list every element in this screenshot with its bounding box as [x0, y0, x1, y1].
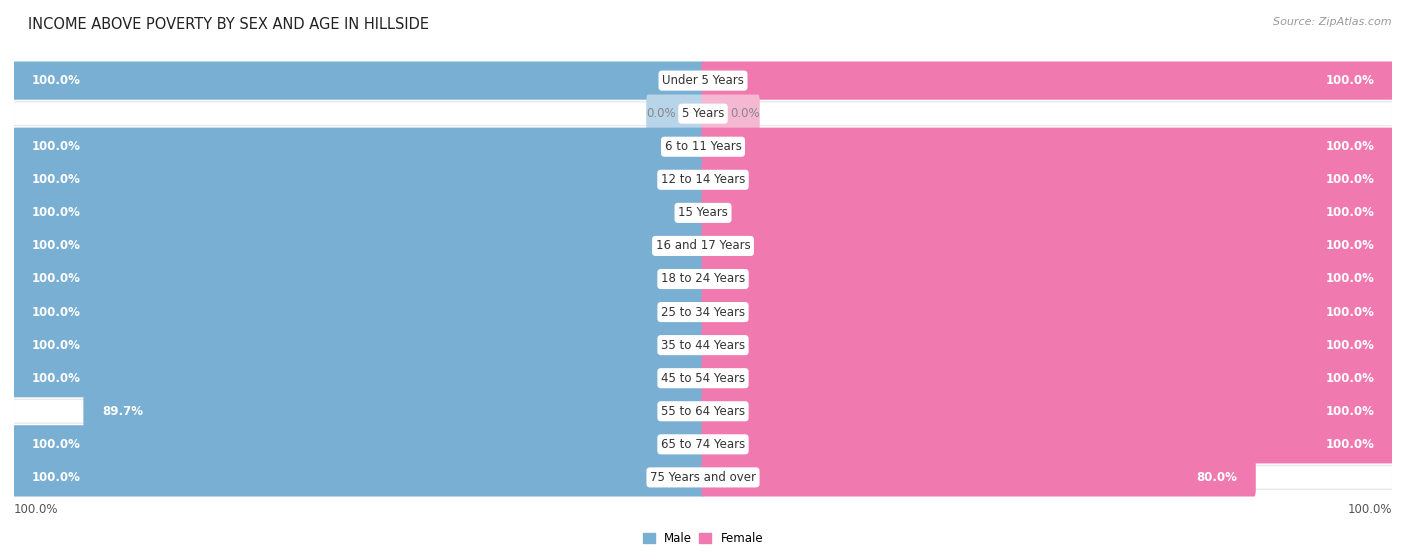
FancyBboxPatch shape [13, 194, 704, 232]
FancyBboxPatch shape [702, 392, 1393, 430]
FancyBboxPatch shape [13, 61, 704, 100]
FancyBboxPatch shape [702, 194, 1393, 232]
Text: 100.0%: 100.0% [1326, 405, 1375, 418]
FancyBboxPatch shape [702, 458, 1256, 497]
FancyBboxPatch shape [13, 128, 704, 166]
Text: 100.0%: 100.0% [31, 74, 80, 87]
FancyBboxPatch shape [14, 433, 1392, 455]
FancyBboxPatch shape [14, 399, 1392, 424]
Text: 100.0%: 100.0% [1326, 438, 1375, 451]
FancyBboxPatch shape [14, 69, 1392, 92]
FancyBboxPatch shape [14, 68, 1392, 93]
Text: 100.0%: 100.0% [31, 140, 80, 153]
FancyBboxPatch shape [14, 200, 1392, 225]
Text: 55 to 64 Years: 55 to 64 Years [661, 405, 745, 418]
Text: 45 to 54 Years: 45 to 54 Years [661, 372, 745, 384]
FancyBboxPatch shape [13, 326, 704, 364]
FancyBboxPatch shape [14, 101, 1392, 126]
FancyBboxPatch shape [14, 333, 1392, 358]
Text: 100.0%: 100.0% [31, 206, 80, 219]
Text: 100.0%: 100.0% [31, 306, 80, 319]
FancyBboxPatch shape [14, 136, 1392, 158]
Text: 100.0%: 100.0% [1326, 306, 1375, 319]
Text: 100.0%: 100.0% [31, 438, 80, 451]
FancyBboxPatch shape [13, 359, 704, 397]
FancyBboxPatch shape [14, 300, 1392, 325]
Text: 100.0%: 100.0% [1326, 174, 1375, 186]
Text: 100.0%: 100.0% [1326, 74, 1375, 87]
FancyBboxPatch shape [14, 201, 1392, 224]
Text: 100.0%: 100.0% [31, 339, 80, 352]
Text: 100.0%: 100.0% [1326, 206, 1375, 219]
FancyBboxPatch shape [83, 392, 704, 430]
Text: 100.0%: 100.0% [1326, 339, 1375, 352]
FancyBboxPatch shape [702, 293, 1393, 331]
Text: 100.0%: 100.0% [1347, 503, 1392, 516]
FancyBboxPatch shape [14, 367, 1392, 389]
FancyBboxPatch shape [14, 169, 1392, 191]
Text: 6 to 11 Years: 6 to 11 Years [665, 140, 741, 153]
Text: Under 5 Years: Under 5 Years [662, 74, 744, 87]
FancyBboxPatch shape [14, 365, 1392, 391]
FancyBboxPatch shape [14, 301, 1392, 323]
FancyBboxPatch shape [702, 326, 1393, 364]
Text: 5 Years: 5 Years [682, 107, 724, 120]
FancyBboxPatch shape [14, 167, 1392, 193]
Text: 100.0%: 100.0% [1326, 239, 1375, 252]
FancyBboxPatch shape [14, 466, 1392, 489]
Legend: Male, Female: Male, Female [638, 527, 768, 550]
Text: 35 to 44 Years: 35 to 44 Years [661, 339, 745, 352]
Text: 16 and 17 Years: 16 and 17 Years [655, 239, 751, 252]
FancyBboxPatch shape [702, 61, 1393, 100]
FancyBboxPatch shape [702, 161, 1393, 199]
FancyBboxPatch shape [702, 128, 1393, 166]
FancyBboxPatch shape [14, 465, 1392, 490]
FancyBboxPatch shape [14, 103, 1392, 125]
Text: 100.0%: 100.0% [14, 503, 59, 516]
FancyBboxPatch shape [14, 233, 1392, 258]
Text: 80.0%: 80.0% [1197, 471, 1237, 484]
Text: 25 to 34 Years: 25 to 34 Years [661, 306, 745, 319]
Text: 100.0%: 100.0% [1326, 272, 1375, 286]
FancyBboxPatch shape [702, 425, 1393, 464]
FancyBboxPatch shape [13, 260, 704, 298]
Text: INCOME ABOVE POVERTY BY SEX AND AGE IN HILLSIDE: INCOME ABOVE POVERTY BY SEX AND AGE IN H… [28, 17, 429, 32]
FancyBboxPatch shape [13, 458, 704, 497]
Text: 18 to 24 Years: 18 to 24 Years [661, 272, 745, 286]
FancyBboxPatch shape [13, 227, 704, 265]
Text: 100.0%: 100.0% [31, 372, 80, 384]
Text: 100.0%: 100.0% [31, 471, 80, 484]
FancyBboxPatch shape [14, 235, 1392, 257]
FancyBboxPatch shape [14, 266, 1392, 292]
FancyBboxPatch shape [14, 400, 1392, 422]
FancyBboxPatch shape [14, 334, 1392, 357]
Text: 0.0%: 0.0% [645, 107, 675, 120]
Text: 100.0%: 100.0% [1326, 372, 1375, 384]
FancyBboxPatch shape [702, 227, 1393, 265]
Text: 100.0%: 100.0% [31, 239, 80, 252]
Text: 100.0%: 100.0% [1326, 140, 1375, 153]
FancyBboxPatch shape [13, 293, 704, 331]
FancyBboxPatch shape [13, 161, 704, 199]
Text: 65 to 74 Years: 65 to 74 Years [661, 438, 745, 451]
Text: 100.0%: 100.0% [31, 272, 80, 286]
Text: 75 Years and over: 75 Years and over [650, 471, 756, 484]
FancyBboxPatch shape [14, 268, 1392, 290]
FancyBboxPatch shape [702, 260, 1393, 298]
Text: 100.0%: 100.0% [31, 174, 80, 186]
FancyBboxPatch shape [702, 359, 1393, 397]
Text: 15 Years: 15 Years [678, 206, 728, 219]
Text: 0.0%: 0.0% [731, 107, 761, 120]
FancyBboxPatch shape [14, 432, 1392, 457]
Text: 89.7%: 89.7% [103, 405, 143, 418]
FancyBboxPatch shape [702, 94, 759, 133]
FancyBboxPatch shape [647, 94, 704, 133]
Text: 12 to 14 Years: 12 to 14 Years [661, 174, 745, 186]
Text: Source: ZipAtlas.com: Source: ZipAtlas.com [1274, 17, 1392, 27]
FancyBboxPatch shape [14, 134, 1392, 159]
FancyBboxPatch shape [13, 425, 704, 464]
